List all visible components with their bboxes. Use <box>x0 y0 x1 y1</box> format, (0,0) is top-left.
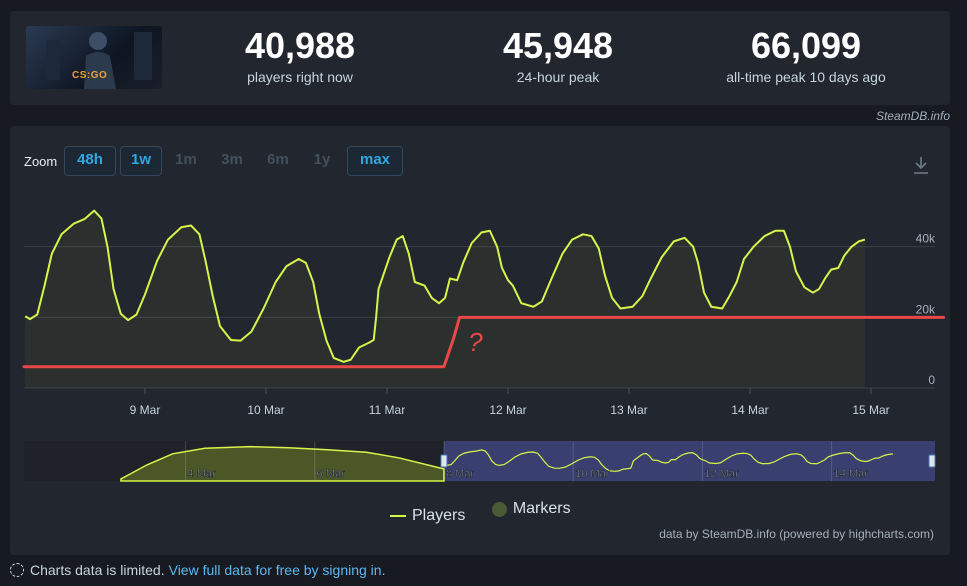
navigator-left-handle <box>440 454 448 468</box>
y-tick-label: 0 <box>928 373 935 387</box>
navigator-tick-label: 6 Mar <box>317 468 345 480</box>
red-annotation-line <box>22 315 946 369</box>
player-count-chart: 0 20k 40k 9 Mar 10 Mar 11 Mar 12 Mar 13 Mar 14 … <box>22 209 946 482</box>
navigator-overview-area <box>120 445 445 482</box>
footer-text: Charts data is limited. <box>30 562 165 578</box>
soldier-silhouette-icon <box>46 32 152 89</box>
y-tick-label: 40k <box>916 232 936 246</box>
range-navigator[interactable]: 4 Mar 6 Mar 8 Mar 10 Mar 12 Mar 14 Mar <box>24 441 936 482</box>
chart-annotations: ? <box>22 315 946 369</box>
x-tick-label: 12 Mar <box>489 403 526 417</box>
chart-series <box>24 209 866 388</box>
zoom-label: Zoom <box>24 154 58 169</box>
navigator-tick-label: 4 Mar <box>188 468 216 480</box>
x-tick-label: 11 Mar <box>369 403 405 417</box>
players-line-swatch <box>390 514 406 517</box>
stat-label: all-time peak 10 days ago <box>726 69 886 85</box>
navigator-track <box>24 441 935 481</box>
players-area <box>25 210 865 388</box>
zoom-1w-button[interactable]: 1w <box>120 146 162 176</box>
stat-value: 40,988 <box>244 25 356 66</box>
chart-legend: Players Markers <box>390 500 593 525</box>
zoom-1m-button[interactable]: 1m <box>175 151 197 168</box>
stat-all-time-peak: 66,099 all-time peak 10 days ago <box>686 25 926 85</box>
zoom-max-button[interactable]: max <box>347 146 403 176</box>
stat-value: 45,948 <box>502 25 614 66</box>
legend-item-markers[interactable]: Markers <box>491 500 571 518</box>
players-line <box>24 209 866 363</box>
question-mark-annotation: ? <box>468 327 483 357</box>
navigator-selected-range <box>443 441 935 481</box>
navigator-tick-label: 14 Mar <box>834 468 869 480</box>
footer-notice: Charts data is limited. View full data f… <box>10 562 385 578</box>
navigator-mini-series <box>444 449 894 472</box>
download-icon[interactable] <box>910 154 932 176</box>
x-tick-label: 14 Mar <box>731 403 768 417</box>
sign-in-link[interactable]: View full data for free by signing in. <box>168 562 386 578</box>
markers-dot-swatch <box>491 501 507 517</box>
legend-markers-label: Markers <box>512 500 571 517</box>
stats-panel: CS:GO 40,988 players right now 45,948 24… <box>10 11 950 105</box>
x-tick-label: 9 Mar <box>130 403 161 417</box>
zoom-48h-button[interactable]: 48h <box>64 146 116 176</box>
loading-icon <box>10 563 24 577</box>
chart-grid <box>24 246 935 394</box>
stat-24h-peak: 45,948 24-hour peak <box>438 25 678 85</box>
steamdb-credit[interactable]: SteamDB.info <box>875 109 950 123</box>
y-tick-label: 20k <box>916 302 936 316</box>
data-credit[interactable]: data by SteamDB.info (powered by highcha… <box>659 527 934 541</box>
navigator-tick-label: 12 Mar <box>704 468 739 480</box>
x-tick-label: 10 Mar <box>247 403 284 417</box>
navigator-tick-label: 10 Mar <box>575 468 610 480</box>
stat-current-players: 40,988 players right now <box>180 25 420 85</box>
zoom-3m-button[interactable]: 3m <box>221 151 243 168</box>
navigator-tick-label: 8 Mar <box>446 468 474 480</box>
zoom-6m-button[interactable]: 6m <box>267 151 289 168</box>
legend-item-players[interactable]: Players <box>390 507 465 525</box>
x-tick-label: 15 Mar <box>852 403 889 417</box>
stat-value: 66,099 <box>750 25 862 66</box>
navigator-right-handle <box>928 454 936 468</box>
game-logo[interactable]: CS:GO <box>26 26 162 89</box>
game-logo-text: CS:GO <box>72 70 108 81</box>
x-tick-label: 13 Mar <box>610 403 647 417</box>
stat-label: players right now <box>247 69 353 85</box>
chart-panel: Zoom 48h 1w 1m 3m 6m 1y max 0 20k 40k 9 Ma… <box>10 126 950 555</box>
zoom-1y-button[interactable]: 1y <box>313 151 331 168</box>
legend-players-label: Players <box>412 506 466 524</box>
x-axis-labels: 9 Mar 10 Mar 11 Mar 12 Mar 13 Mar 14 Mar 15 Ma… <box>130 403 890 417</box>
y-axis-labels: 0 20k 40k <box>916 232 936 387</box>
stat-label: 24-hour peak <box>516 69 600 85</box>
